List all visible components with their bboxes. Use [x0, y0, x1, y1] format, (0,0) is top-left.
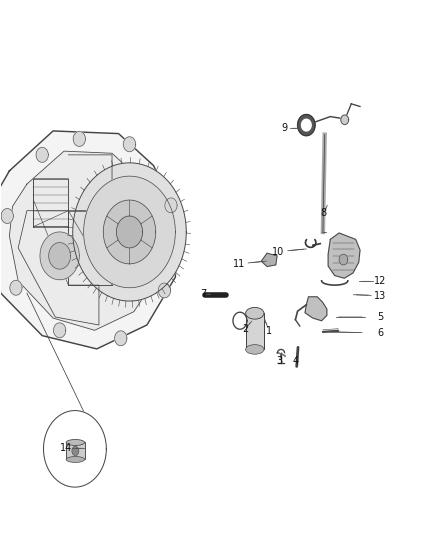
Polygon shape: [10, 280, 22, 295]
Polygon shape: [297, 115, 315, 136]
Polygon shape: [73, 132, 85, 147]
Text: 13: 13: [374, 290, 387, 301]
Polygon shape: [158, 283, 170, 298]
Polygon shape: [10, 151, 162, 330]
Polygon shape: [305, 297, 327, 321]
Polygon shape: [328, 233, 360, 278]
Polygon shape: [73, 163, 186, 301]
Polygon shape: [165, 198, 177, 213]
Polygon shape: [261, 253, 277, 266]
Text: 9: 9: [282, 123, 288, 133]
Text: 6: 6: [378, 328, 384, 338]
Text: 5: 5: [378, 312, 384, 322]
Ellipse shape: [72, 446, 79, 456]
Polygon shape: [341, 115, 349, 125]
Ellipse shape: [246, 345, 264, 354]
Polygon shape: [53, 323, 66, 338]
Text: 4: 4: [292, 356, 298, 366]
Polygon shape: [124, 137, 136, 152]
Bar: [66, 442, 85, 459]
Polygon shape: [301, 119, 311, 131]
Ellipse shape: [246, 308, 264, 319]
Text: 14: 14: [60, 443, 72, 453]
Polygon shape: [115, 331, 127, 346]
Text: 3: 3: [276, 356, 283, 366]
Polygon shape: [40, 232, 79, 280]
Text: 2: 2: [242, 324, 248, 334]
Polygon shape: [43, 410, 106, 487]
Polygon shape: [103, 200, 155, 264]
Ellipse shape: [66, 440, 85, 446]
Polygon shape: [117, 216, 143, 248]
Ellipse shape: [66, 456, 85, 463]
Text: 7: 7: [201, 289, 207, 299]
Polygon shape: [0, 131, 177, 349]
Polygon shape: [339, 254, 348, 265]
Bar: [246, 313, 264, 350]
Text: 8: 8: [321, 208, 327, 219]
Text: 12: 12: [374, 277, 387, 286]
Polygon shape: [49, 243, 71, 269]
Polygon shape: [36, 148, 48, 163]
Polygon shape: [1, 208, 13, 223]
Text: 1: 1: [266, 326, 272, 336]
Polygon shape: [84, 176, 175, 288]
Text: 10: 10: [272, 247, 284, 256]
Text: 11: 11: [233, 259, 245, 269]
Polygon shape: [277, 353, 286, 357]
